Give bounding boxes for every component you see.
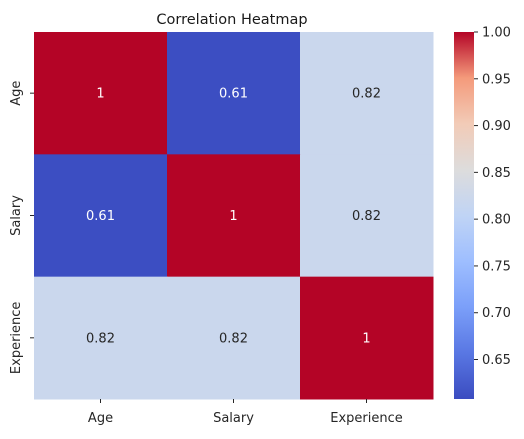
y-tick-label: Salary xyxy=(9,195,24,236)
x-tick-label: Experience xyxy=(330,411,403,426)
y-axis: Age Salary Experience xyxy=(9,81,34,374)
heatmap-annotations: 1 0.61 0.82 0.61 1 0.82 0.82 0.82 1 xyxy=(86,87,381,347)
x-tick-label: Salary xyxy=(213,411,254,426)
colorbar-gradient xyxy=(454,32,474,399)
colorbar-tick-label: 0.95 xyxy=(482,72,511,87)
cell-annotation: 0.61 xyxy=(219,87,248,102)
colorbar-tick-label: 1.00 xyxy=(482,26,511,41)
heatmap-cell xyxy=(167,154,301,278)
colorbar-tick-label: 0.80 xyxy=(482,213,511,228)
colorbar: 0.65 0.70 0.75 0.80 0.85 0.90 0.95 1.00 xyxy=(454,26,511,399)
x-axis: Age Salary Experience xyxy=(88,398,403,426)
x-tick-label: Age xyxy=(88,411,113,426)
heatmap-cell xyxy=(34,276,168,400)
cell-annotation: 1 xyxy=(229,209,237,224)
colorbar-tick-label: 0.70 xyxy=(482,306,511,321)
heatmap-cell xyxy=(300,154,434,278)
y-tick-label: Age xyxy=(9,81,24,106)
cell-annotation: 1 xyxy=(362,331,370,346)
cell-annotation: 0.82 xyxy=(352,87,381,102)
chart-title: Correlation Heatmap xyxy=(156,12,307,28)
colorbar-tick-label: 0.90 xyxy=(482,119,511,134)
cell-annotation: 1 xyxy=(96,87,104,102)
heatmap-cell xyxy=(300,32,434,155)
colorbar-tick-label: 0.75 xyxy=(482,259,511,274)
heatmap-cell xyxy=(34,32,168,155)
y-tick-label: Experience xyxy=(9,302,24,375)
colorbar-tick-label: 0.65 xyxy=(482,353,511,368)
cell-annotation: 0.61 xyxy=(86,209,115,224)
cell-annotation: 0.82 xyxy=(219,331,248,346)
heatmap-cell xyxy=(167,32,301,155)
cell-annotation: 0.82 xyxy=(352,209,381,224)
heatmap-cell xyxy=(300,276,434,400)
heatmap-cell xyxy=(167,276,301,400)
cell-annotation: 0.82 xyxy=(86,331,115,346)
heatmap-cell xyxy=(34,154,168,278)
heatmap-cells xyxy=(34,32,434,400)
colorbar-tick-label: 0.85 xyxy=(482,166,511,181)
colorbar-ticks: 0.65 0.70 0.75 0.80 0.85 0.90 0.95 1.00 xyxy=(474,26,511,368)
